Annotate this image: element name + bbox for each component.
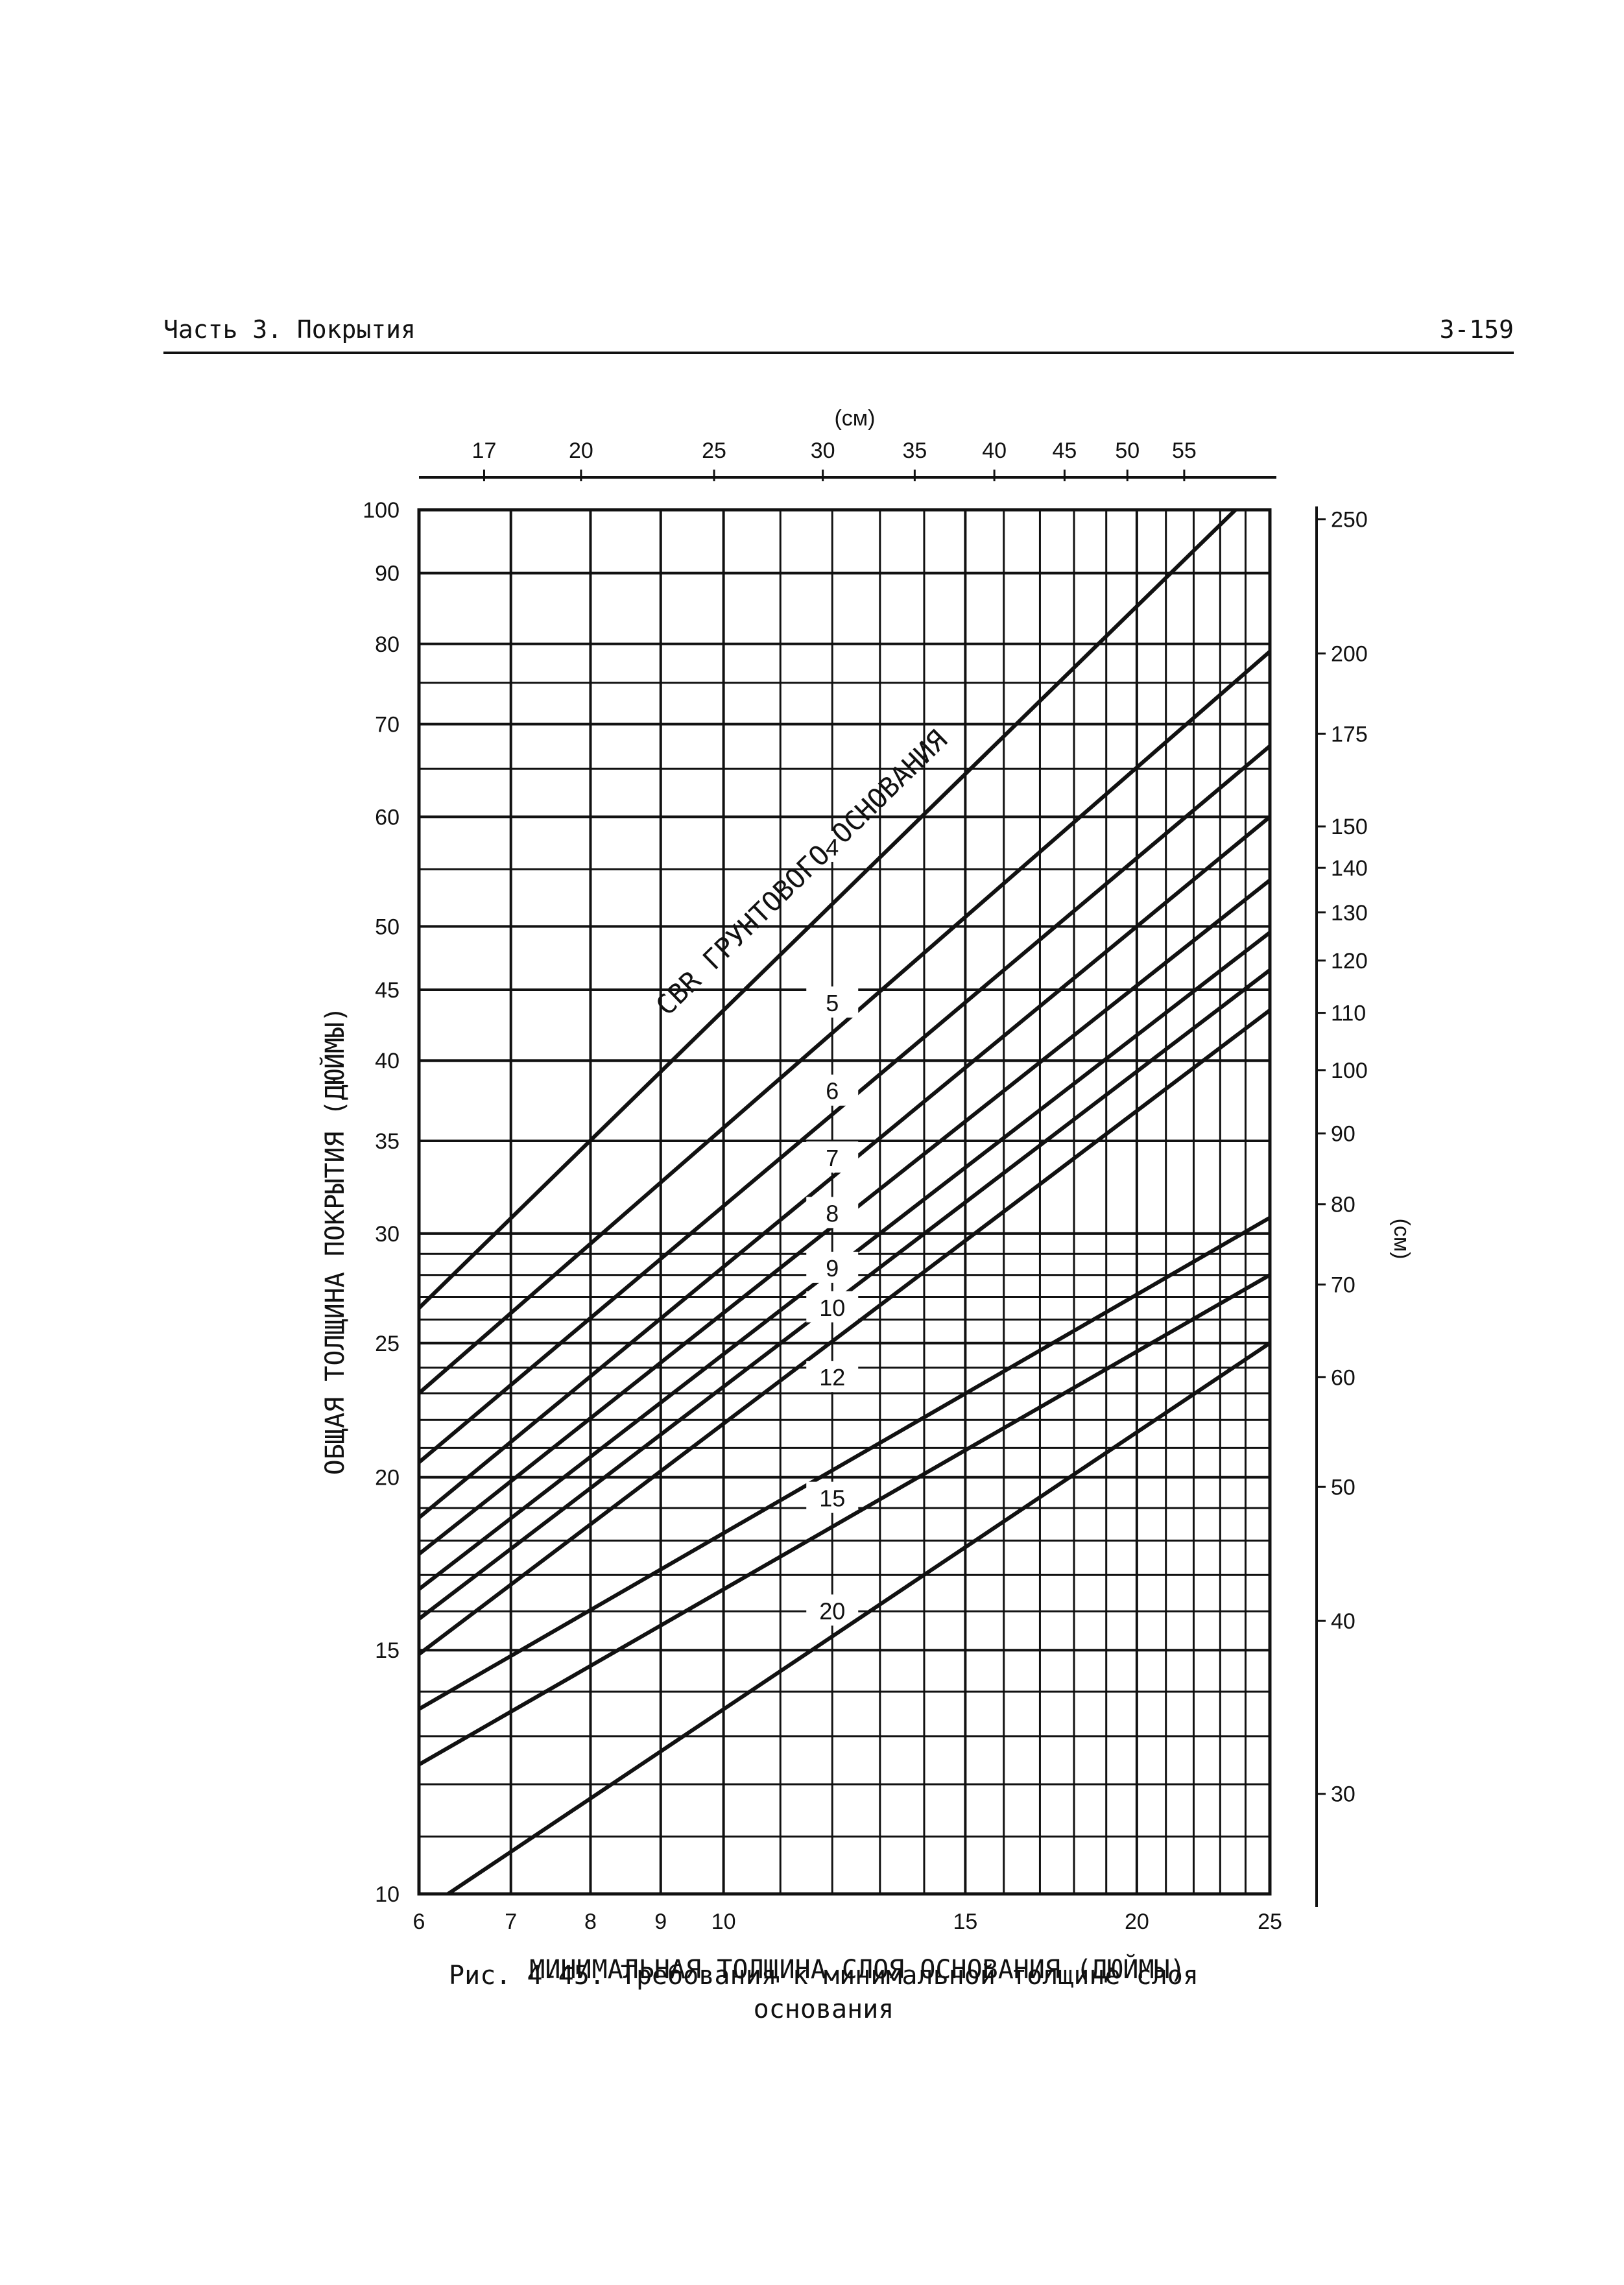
y-tick-label: 45 bbox=[375, 978, 400, 1003]
series-line-cbr-4 bbox=[417, 508, 1237, 1310]
top-axis-tick-label: 17 bbox=[472, 438, 497, 463]
right-axis-tick-label: 175 bbox=[1331, 722, 1368, 747]
y-tick-label: 20 bbox=[375, 1466, 400, 1490]
series-label: 9 bbox=[826, 1255, 839, 1282]
series-label: 10 bbox=[819, 1295, 845, 1321]
series-label: 4 bbox=[826, 834, 839, 861]
right-axis-tick-label: 80 bbox=[1331, 1193, 1355, 1217]
x-tick-label: 9 bbox=[654, 1909, 667, 1934]
right-axis-tick-label: 90 bbox=[1331, 1122, 1355, 1147]
series-label: 7 bbox=[826, 1145, 839, 1171]
top-axis-tick-label: 25 bbox=[702, 438, 726, 463]
y-tick-label: 50 bbox=[375, 915, 400, 939]
y-tick-label: 70 bbox=[375, 713, 400, 737]
series-line-cbr-20 bbox=[418, 1273, 1271, 1767]
page-number: 3-159 bbox=[1439, 315, 1514, 344]
series-line bbox=[447, 1341, 1271, 1896]
right-axis-tick-label: 120 bbox=[1331, 949, 1368, 974]
plot-border bbox=[417, 508, 1272, 1896]
y-tick-label: 30 bbox=[375, 1222, 400, 1247]
x-tick-label: 20 bbox=[1125, 1909, 1149, 1934]
top-axis-tick-label: 30 bbox=[811, 438, 835, 463]
right-axis-tick-label: 150 bbox=[1331, 815, 1368, 839]
right-axis-tick-label: 200 bbox=[1331, 642, 1368, 667]
page-header: Часть 3. Покрытия 3-159 bbox=[163, 315, 1514, 354]
series-label-bg bbox=[806, 1251, 859, 1283]
series-label-bg bbox=[806, 1197, 859, 1228]
series-label-bg bbox=[806, 1074, 859, 1106]
right-axis-tick-label: 100 bbox=[1331, 1059, 1368, 1083]
y-tick-label: 40 bbox=[375, 1049, 400, 1073]
series-label-bg bbox=[806, 986, 859, 1018]
top-axis-title: (см) bbox=[834, 406, 875, 431]
x-tick-label: 7 bbox=[505, 1909, 517, 1934]
y-tick-label: 25 bbox=[375, 1332, 400, 1356]
y-tick-label: 35 bbox=[375, 1129, 400, 1154]
series-line-cbr-5 bbox=[418, 650, 1271, 1395]
y-tick-label: 90 bbox=[375, 562, 400, 586]
right-axis-tick-label: 30 bbox=[1331, 1782, 1355, 1807]
series-label: 12 bbox=[819, 1364, 845, 1391]
series-label-bg bbox=[806, 830, 859, 862]
series-label: 20 bbox=[819, 1597, 845, 1624]
right-axis-tick-label: 140 bbox=[1331, 856, 1368, 881]
right-axis-tick-label: 250 bbox=[1331, 508, 1368, 532]
y-tick-label: 100 bbox=[363, 498, 400, 523]
plot-frame bbox=[417, 508, 1272, 1896]
x-tick-label: 15 bbox=[953, 1909, 977, 1934]
x-tick-label: 25 bbox=[1258, 1909, 1282, 1934]
figure-caption: Рис. 4-45. Требования к минимальной толщ… bbox=[337, 1959, 1310, 2026]
series-label: 6 bbox=[826, 1078, 839, 1105]
top-axis-tick-label: 55 bbox=[1172, 438, 1197, 463]
series-label: 8 bbox=[826, 1200, 839, 1226]
y-tick-label: 15 bbox=[375, 1638, 400, 1663]
x-tick-label: 8 bbox=[584, 1909, 597, 1934]
series-line-cbr-15 bbox=[418, 1215, 1271, 1711]
caption-line-2: основания bbox=[753, 1994, 894, 2024]
top-axis-tick-label: 35 bbox=[902, 438, 927, 463]
right-axis-tick-label: 130 bbox=[1331, 901, 1368, 926]
top-axis-tick-label: 50 bbox=[1115, 438, 1140, 463]
top-axis-tick-label: 20 bbox=[569, 438, 593, 463]
section-title: Часть 3. Покрытия bbox=[163, 315, 416, 344]
right-axis-tick-label: 60 bbox=[1331, 1365, 1355, 1390]
y-tick-label: 10 bbox=[375, 1882, 400, 1907]
x-axis-title: МИНИМАЛЬНАЯ ТОЛЩИНА СЛОЯ ОСНОВАНИЯ (ДЮЙМ… bbox=[529, 1954, 1185, 1985]
right-axis-tick-label: 50 bbox=[1331, 1475, 1355, 1500]
right-axis-tick-label: 70 bbox=[1331, 1273, 1355, 1297]
caption-line-1: Рис. 4-45. Требования к минимальной толщ… bbox=[449, 1961, 1199, 1991]
series-label-bg bbox=[806, 1291, 859, 1322]
y-tick-label: 80 bbox=[375, 632, 400, 657]
series-label-bg bbox=[806, 1361, 859, 1393]
y-tick-label: 60 bbox=[375, 805, 400, 830]
top-axis-tick-label: 45 bbox=[1052, 438, 1077, 463]
right-axis-tick-label: 40 bbox=[1331, 1609, 1355, 1634]
x-tick-label: 6 bbox=[413, 1909, 425, 1934]
top-axis-tick-label: 40 bbox=[982, 438, 1007, 463]
grid bbox=[418, 508, 1271, 1895]
series-label: 5 bbox=[826, 990, 839, 1016]
right-axis-title: (см) bbox=[1389, 1218, 1414, 1259]
series-line-cbr-12 bbox=[418, 1009, 1271, 1656]
series-label-bg bbox=[806, 1594, 859, 1626]
axes: 6 7 8 9 10 15 20 25 МИНИМАЛЬНАЯ ТОЛЩИНА СЛОЯ ОСН… bbox=[319, 406, 1414, 1985]
x-tick-label: 10 bbox=[711, 1909, 736, 1934]
series-label-bg bbox=[806, 1141, 859, 1173]
y-axis-title: ОБЩАЯ ТОЛЩИНА ПОКРЫТИЯ (ДЮЙМЫ) bbox=[319, 1007, 350, 1475]
series-label-bg bbox=[806, 1481, 859, 1513]
series-label: 15 bbox=[819, 1485, 845, 1512]
right-axis-tick-label: 110 bbox=[1331, 1001, 1366, 1026]
